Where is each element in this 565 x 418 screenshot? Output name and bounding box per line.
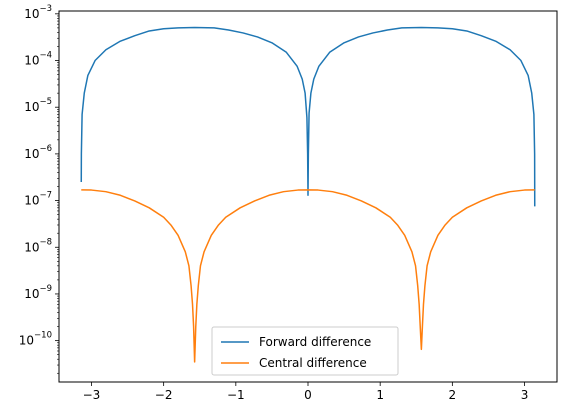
- series-line-forward-difference: [80, 26, 536, 207]
- x-tick-label: −2: [155, 388, 173, 402]
- legend: Forward difference Central difference: [211, 326, 399, 376]
- y-axis: 10−10 10−9 10−8 10−7 10−6 10−5 10−4 10−3: [19, 4, 59, 374]
- x-tick-label: −1: [227, 388, 245, 402]
- x-tick-label: 3: [521, 388, 529, 402]
- y-tick-label: 10−5: [24, 97, 52, 114]
- y-tick-label: 10−4: [24, 51, 52, 68]
- series-layer: [80, 26, 536, 363]
- x-tick-label: 1: [376, 388, 384, 402]
- legend-label-central-difference: Central difference: [259, 356, 367, 370]
- x-tick-label: −3: [83, 388, 101, 402]
- x-axis: −3 −2 −1 0 1 2 3: [83, 382, 529, 402]
- plot-frame: [58, 10, 558, 383]
- legend-box: [211, 326, 399, 376]
- y-tick-label: 10−9: [24, 284, 52, 301]
- x-tick-label: 0: [304, 388, 312, 402]
- y-tick-label: 10−10: [19, 331, 52, 348]
- y-tick-label: 10−7: [24, 191, 52, 208]
- y-tick-label: 10−8: [24, 237, 52, 254]
- series-line-central-difference: [81, 189, 535, 363]
- legend-label-forward-difference: Forward difference: [259, 335, 371, 349]
- y-tick-label: 10−3: [24, 4, 52, 21]
- y-tick-label: 10−6: [24, 144, 52, 161]
- x-tick-label: 2: [449, 388, 457, 402]
